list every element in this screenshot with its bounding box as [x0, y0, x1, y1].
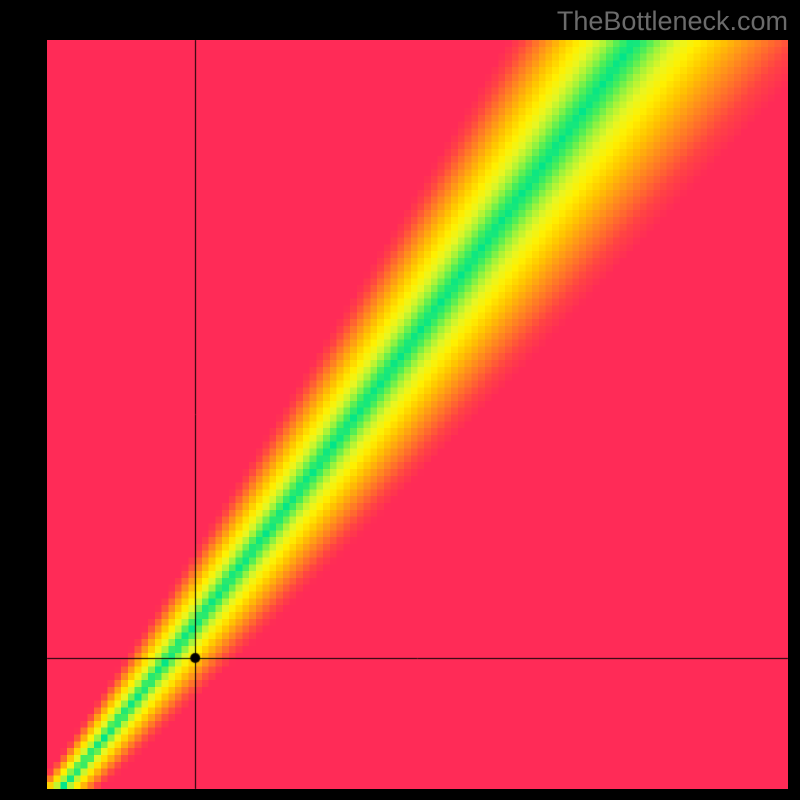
chart-container: { "chart": { "type": "heatmap", "canvas_… [0, 0, 800, 800]
watermark-text: TheBottleneck.com [557, 6, 788, 37]
bottleneck-heatmap [47, 40, 788, 789]
